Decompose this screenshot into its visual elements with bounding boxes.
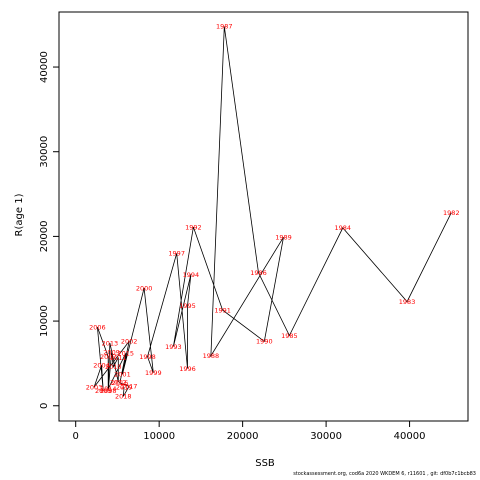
year-label-1997: 1997 [168, 250, 185, 258]
year-label-1996: 1996 [179, 365, 196, 373]
plot-frame [58, 11, 469, 422]
year-label-1982: 1982 [443, 209, 460, 217]
year-label-1999: 1999 [145, 369, 162, 377]
series-line-layer [93, 26, 452, 397]
source-footnote: stockassessment.org, cod6a 2020 WKDEM 6,… [293, 471, 476, 477]
year-label-2016: 2016 [112, 379, 129, 387]
year-label-2015: 2015 [118, 350, 135, 358]
x-axis-tick-label: 0 [73, 431, 79, 442]
year-label-1992: 1992 [185, 223, 202, 231]
year-label-2008: 2008 [100, 387, 117, 395]
year-label-2004: 2004 [93, 361, 110, 369]
year-label-2003: 2003 [86, 383, 103, 391]
x-axis-tick-label: 10000 [143, 431, 175, 442]
x-axis-tick-label: 40000 [394, 431, 426, 442]
y-axis-tick-label: 20000 [39, 220, 50, 252]
year-label-1993: 1993 [165, 343, 182, 351]
y-axis-tick-label: 10000 [39, 305, 50, 337]
point-labels-layer: 1982 1983 1984 1985 1986 1987 1988 1989 1990 1991… [86, 23, 460, 401]
year-label-1994: 1994 [183, 271, 200, 279]
year-label-2013: 2013 [102, 339, 119, 347]
year-label-2017: 2017 [121, 383, 138, 391]
x-axis-tick-label: 20000 [227, 431, 259, 442]
year-label-1984: 1984 [335, 224, 352, 232]
year-label-1990: 1990 [256, 338, 273, 346]
year-label-2010: 2010 [105, 363, 122, 371]
year-label-2006: 2006 [89, 323, 106, 331]
year-label-2019: 2019 [116, 383, 133, 391]
year-label-2005: 2005 [95, 387, 112, 395]
stock-recruitment-series-line [93, 26, 452, 397]
year-label-1988: 1988 [203, 352, 220, 360]
year-label-2007: 2007 [100, 353, 117, 361]
y-axis-tick-label: 0 [39, 403, 50, 409]
year-label-2002: 2002 [121, 338, 138, 346]
year-label-2000: 2000 [136, 284, 153, 292]
year-label-1989: 1989 [275, 234, 292, 242]
year-label-1986: 1986 [250, 269, 267, 277]
year-label-1985: 1985 [281, 332, 298, 340]
y-axis-title: R(age 1) [14, 193, 25, 236]
year-label-1995: 1995 [179, 302, 196, 310]
year-label-1987: 1987 [216, 23, 233, 31]
year-label-1991: 1991 [214, 306, 231, 314]
y-axis-tick-label: 30000 [39, 136, 50, 168]
year-label-2009: 2009 [103, 349, 120, 357]
x-axis-title: SSB [255, 458, 275, 469]
year-label-1983: 1983 [399, 298, 416, 306]
y-axis-tick-label: 40000 [39, 51, 50, 83]
year-label-2018: 2018 [115, 393, 132, 401]
x-axis-tick-label: 30000 [310, 431, 342, 442]
year-label-2001: 2001 [114, 371, 131, 379]
year-label-2011: 2011 [110, 354, 127, 362]
year-label-2012: 2012 [110, 378, 127, 386]
year-label-1998: 1998 [139, 353, 156, 361]
year-label-2014: 2014 [100, 385, 117, 393]
